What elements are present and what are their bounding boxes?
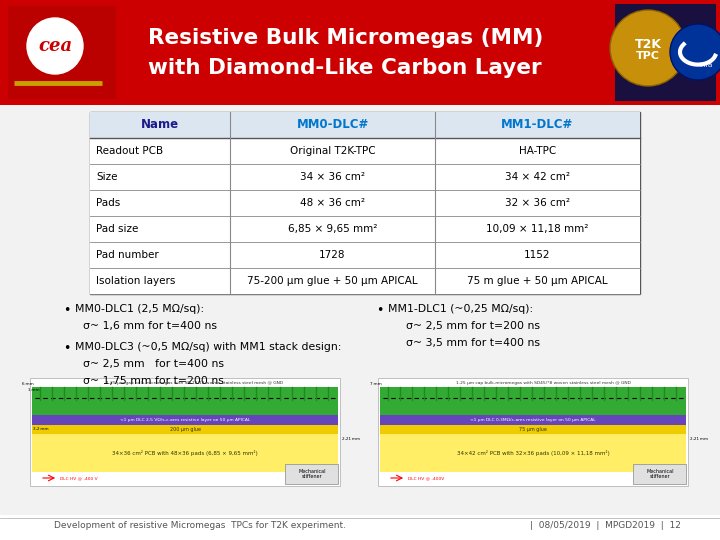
Bar — [32, 387, 338, 415]
Bar — [32, 415, 338, 425]
Bar — [90, 164, 640, 190]
Bar — [8, 6, 116, 99]
Text: MM1-DLC#: MM1-DLC# — [501, 118, 574, 132]
Bar — [615, 4, 716, 101]
Text: 34 × 42 cm²: 34 × 42 cm² — [505, 172, 570, 182]
Text: 1.25 μm cap bulk-micromegas with SD45/*8 woven stainless steel mesh @ GND: 1.25 μm cap bulk-micromegas with SD45/*8… — [456, 381, 631, 385]
Text: Size: Size — [96, 172, 117, 182]
Bar — [380, 425, 686, 434]
Bar — [32, 425, 338, 434]
Text: σ~ 3,5 mm for t=400 ns: σ~ 3,5 mm for t=400 ns — [406, 338, 540, 348]
Text: Mechanical
stiffener: Mechanical stiffener — [647, 469, 674, 480]
Text: HA-TPC: HA-TPC — [519, 146, 556, 156]
Text: |  08/05/2019  |  MPGD2019  |  12: | 08/05/2019 | MPGD2019 | 12 — [530, 521, 681, 530]
Text: 75 μm glue: 75 μm glue — [519, 427, 547, 432]
Text: MM0-DLC3 (~0,5 MΩ/sq) with MM1 stack design:: MM0-DLC3 (~0,5 MΩ/sq) with MM1 stack des… — [75, 342, 341, 352]
Text: MM0-DLC1 (2,5 MΩ/sq):: MM0-DLC1 (2,5 MΩ/sq): — [75, 304, 204, 314]
Text: •: • — [376, 304, 383, 317]
Text: Development of resistive Micromegas  TPCs for T2K experiment.: Development of resistive Micromegas TPCs… — [54, 521, 346, 530]
Bar — [90, 112, 640, 294]
Text: σ~ 2,5 mm for t=200 ns: σ~ 2,5 mm for t=200 ns — [406, 321, 540, 331]
Text: Mechanical
stiffener: Mechanical stiffener — [298, 469, 325, 480]
Text: 6 mm: 6 mm — [22, 382, 34, 386]
Text: 2,21 mm: 2,21 mm — [342, 437, 360, 441]
Text: 7 mm: 7 mm — [370, 382, 382, 386]
Text: 34×36 cm² PCB with 48×36 pads (6,85 × 9,65 mm²): 34×36 cm² PCB with 48×36 pads (6,85 × 9,… — [112, 450, 258, 456]
Text: •: • — [63, 342, 71, 355]
Text: 6,85 × 9,65 mm²: 6,85 × 9,65 mm² — [288, 224, 377, 234]
Bar — [90, 190, 640, 216]
Text: TPC: TPC — [636, 51, 660, 61]
Text: 34 × 36 cm²: 34 × 36 cm² — [300, 172, 365, 182]
Bar — [30, 378, 340, 486]
Text: <1 μm DLC 2,5 VΩ/s-c-ares resistive layer on 50 μm APICAL: <1 μm DLC 2,5 VΩ/s-c-ares resistive laye… — [120, 418, 250, 422]
Text: 75-200 μm glue + 50 μm APICAL: 75-200 μm glue + 50 μm APICAL — [247, 276, 418, 286]
Text: Infa: Infa — [699, 62, 713, 68]
Text: Pads: Pads — [96, 198, 120, 208]
Bar — [380, 415, 686, 425]
Bar — [90, 138, 640, 164]
Bar — [0, 0, 720, 105]
Text: •: • — [63, 304, 71, 317]
Text: 34×42 cm² PCB with 32×36 pads (10,09 × 11,18 mm²): 34×42 cm² PCB with 32×36 pads (10,09 × 1… — [456, 450, 609, 456]
Text: 1 mm: 1 mm — [28, 388, 40, 392]
Text: MM0-DLC#: MM0-DLC# — [297, 118, 369, 132]
Text: 1728: 1728 — [319, 250, 346, 260]
Text: DLC HV @ -400 V: DLC HV @ -400 V — [60, 476, 98, 480]
Text: <1 μm DLC 0,3MΩ/c-ares resistive layer on 50 μm APICAL: <1 μm DLC 0,3MΩ/c-ares resistive layer o… — [470, 418, 596, 422]
Text: 3,2 mm: 3,2 mm — [33, 427, 49, 431]
Bar — [378, 378, 688, 486]
Text: Readout PCB: Readout PCB — [96, 146, 163, 156]
Text: with Diamond-Like Carbon Layer: with Diamond-Like Carbon Layer — [148, 58, 541, 78]
Text: DLC HV @ -400V: DLC HV @ -400V — [408, 476, 444, 480]
Text: 1152: 1152 — [524, 250, 551, 260]
Text: σ~ 1,75 mm for t=200 ns: σ~ 1,75 mm for t=200 ns — [83, 376, 224, 386]
Bar — [90, 268, 640, 294]
Text: Isolation layers: Isolation layers — [96, 276, 176, 286]
Bar — [0, 105, 720, 515]
Bar — [633, 464, 686, 484]
Bar — [32, 434, 338, 472]
Text: cea: cea — [38, 37, 72, 55]
Text: Pad size: Pad size — [96, 224, 138, 234]
Text: σ~ 1,6 mm for t=400 ns: σ~ 1,6 mm for t=400 ns — [83, 321, 217, 331]
Bar — [90, 112, 640, 138]
Text: Original T2K-TPC: Original T2K-TPC — [289, 146, 375, 156]
Text: Resistive Bulk Micromegas (MM): Resistive Bulk Micromegas (MM) — [148, 28, 544, 48]
Text: MM1-DLC1 (~0,25 MΩ/sq):: MM1-DLC1 (~0,25 MΩ/sq): — [388, 304, 533, 314]
Text: 10,09 × 11,18 mm²: 10,09 × 11,18 mm² — [486, 224, 589, 234]
Circle shape — [610, 10, 686, 86]
Bar — [90, 216, 640, 242]
Text: Pad number: Pad number — [96, 250, 158, 260]
Text: 48 × 36 cm²: 48 × 36 cm² — [300, 198, 365, 208]
Bar — [90, 242, 640, 268]
Text: 32 × 36 cm²: 32 × 36 cm² — [505, 198, 570, 208]
Bar — [380, 434, 686, 472]
Text: 1.25 μm gap bulk-micromegas with SD 18/18 woven stainless steel mesh @ GND: 1.25 μm gap bulk-micromegas with SD 18/1… — [107, 381, 284, 385]
Text: 200 μm glue: 200 μm glue — [169, 427, 200, 432]
Text: 2,21 mm: 2,21 mm — [690, 437, 708, 441]
Circle shape — [27, 18, 83, 74]
Circle shape — [670, 24, 720, 80]
Bar — [285, 464, 338, 484]
Bar — [380, 387, 686, 415]
Text: Name: Name — [141, 118, 179, 132]
Text: 75 m glue + 50 μm APICAL: 75 m glue + 50 μm APICAL — [467, 276, 608, 286]
Text: T2K: T2K — [634, 37, 662, 51]
Text: σ~ 2,5 mm   for t=400 ns: σ~ 2,5 mm for t=400 ns — [83, 359, 224, 369]
